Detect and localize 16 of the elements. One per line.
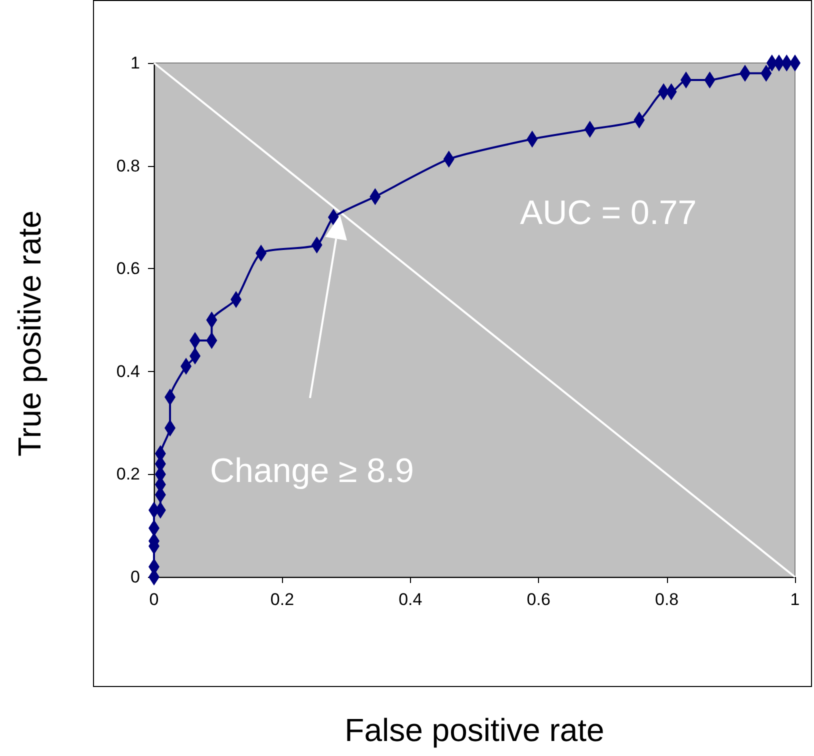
annotation: Change ≥ 8.9	[210, 452, 414, 490]
x-tick-label: 1	[790, 590, 800, 609]
y-tick-label: 0.2	[116, 464, 140, 484]
x-tick-label: 0.2	[270, 590, 294, 609]
x-tick-label: 0.8	[654, 590, 679, 609]
x-tick-label: 0.6	[526, 590, 550, 609]
x-tick-label: 0	[149, 590, 159, 609]
x-tick-label: 0.4	[398, 590, 422, 609]
annotation: AUC = 0.77	[520, 194, 697, 232]
y-tick-label: 0	[130, 568, 140, 586]
y-axis-title: True positive rate	[12, 209, 48, 459]
y-tick-label: 0.6	[116, 259, 140, 278]
y-tick-label: 0.4	[116, 362, 140, 381]
x-axis-title: False positive rate	[344, 712, 606, 749]
y-tick-label: 1	[130, 54, 140, 72]
y-tick-label: 0.8	[116, 156, 140, 176]
